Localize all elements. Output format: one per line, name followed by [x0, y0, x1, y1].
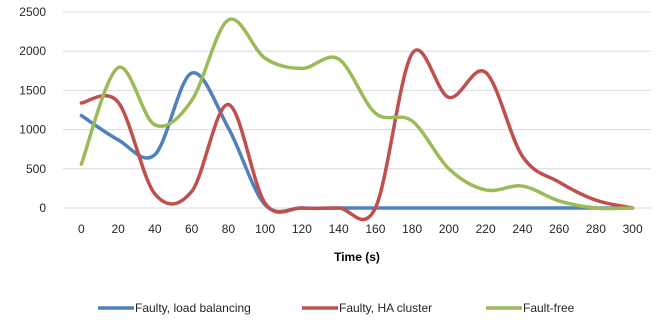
y-tick-label: 1000 — [19, 123, 46, 137]
x-tick-label: 100 — [255, 222, 275, 236]
x-axis-ticks: 0 20 40 60 80 100 120 140 160 180 200 220 240 260 280 3… — [78, 222, 643, 236]
x-tick-label: 240 — [512, 222, 532, 236]
x-tick-label: 200 — [439, 222, 459, 236]
series-lines — [79, 17, 635, 222]
x-tick-label: 160 — [365, 222, 385, 236]
x-tick-label: 60 — [185, 222, 199, 236]
series-line-0 — [79, 71, 635, 214]
series-line-2 — [79, 17, 635, 211]
x-tick-label: 280 — [586, 222, 606, 236]
x-tick-label: 0 — [78, 222, 85, 236]
x-tick-label: 40 — [148, 222, 162, 236]
x-tick-label: 20 — [111, 222, 125, 236]
x-tick-label: 180 — [402, 222, 422, 236]
y-tick-label: 0 — [39, 201, 46, 215]
legend-label: Faulty, HA cluster — [339, 301, 432, 315]
series-line-1 — [79, 48, 635, 222]
y-tick-label: 500 — [26, 162, 46, 176]
gridlines — [63, 11, 651, 209]
legend: Faulty, load balancing Faulty, HA cluster… — [98, 301, 575, 315]
legend-label: Fault-free — [523, 301, 575, 315]
legend-label: Faulty, load balancing — [135, 301, 251, 315]
x-tick-label: 300 — [623, 222, 643, 236]
y-axis-ticks: 0 500 1000 1500 2000 2500 — [19, 5, 46, 215]
x-tick-label: 140 — [329, 222, 349, 236]
y-tick-label: 2000 — [19, 44, 46, 58]
y-tick-label: 1500 — [19, 83, 46, 97]
x-tick-label: 120 — [292, 222, 312, 236]
y-tick-label: 2500 — [19, 5, 46, 19]
x-tick-label: 220 — [476, 222, 496, 236]
x-tick-label: 80 — [222, 222, 236, 236]
x-tick-label: 260 — [549, 222, 569, 236]
x-axis-title: Time (s) — [334, 250, 380, 264]
